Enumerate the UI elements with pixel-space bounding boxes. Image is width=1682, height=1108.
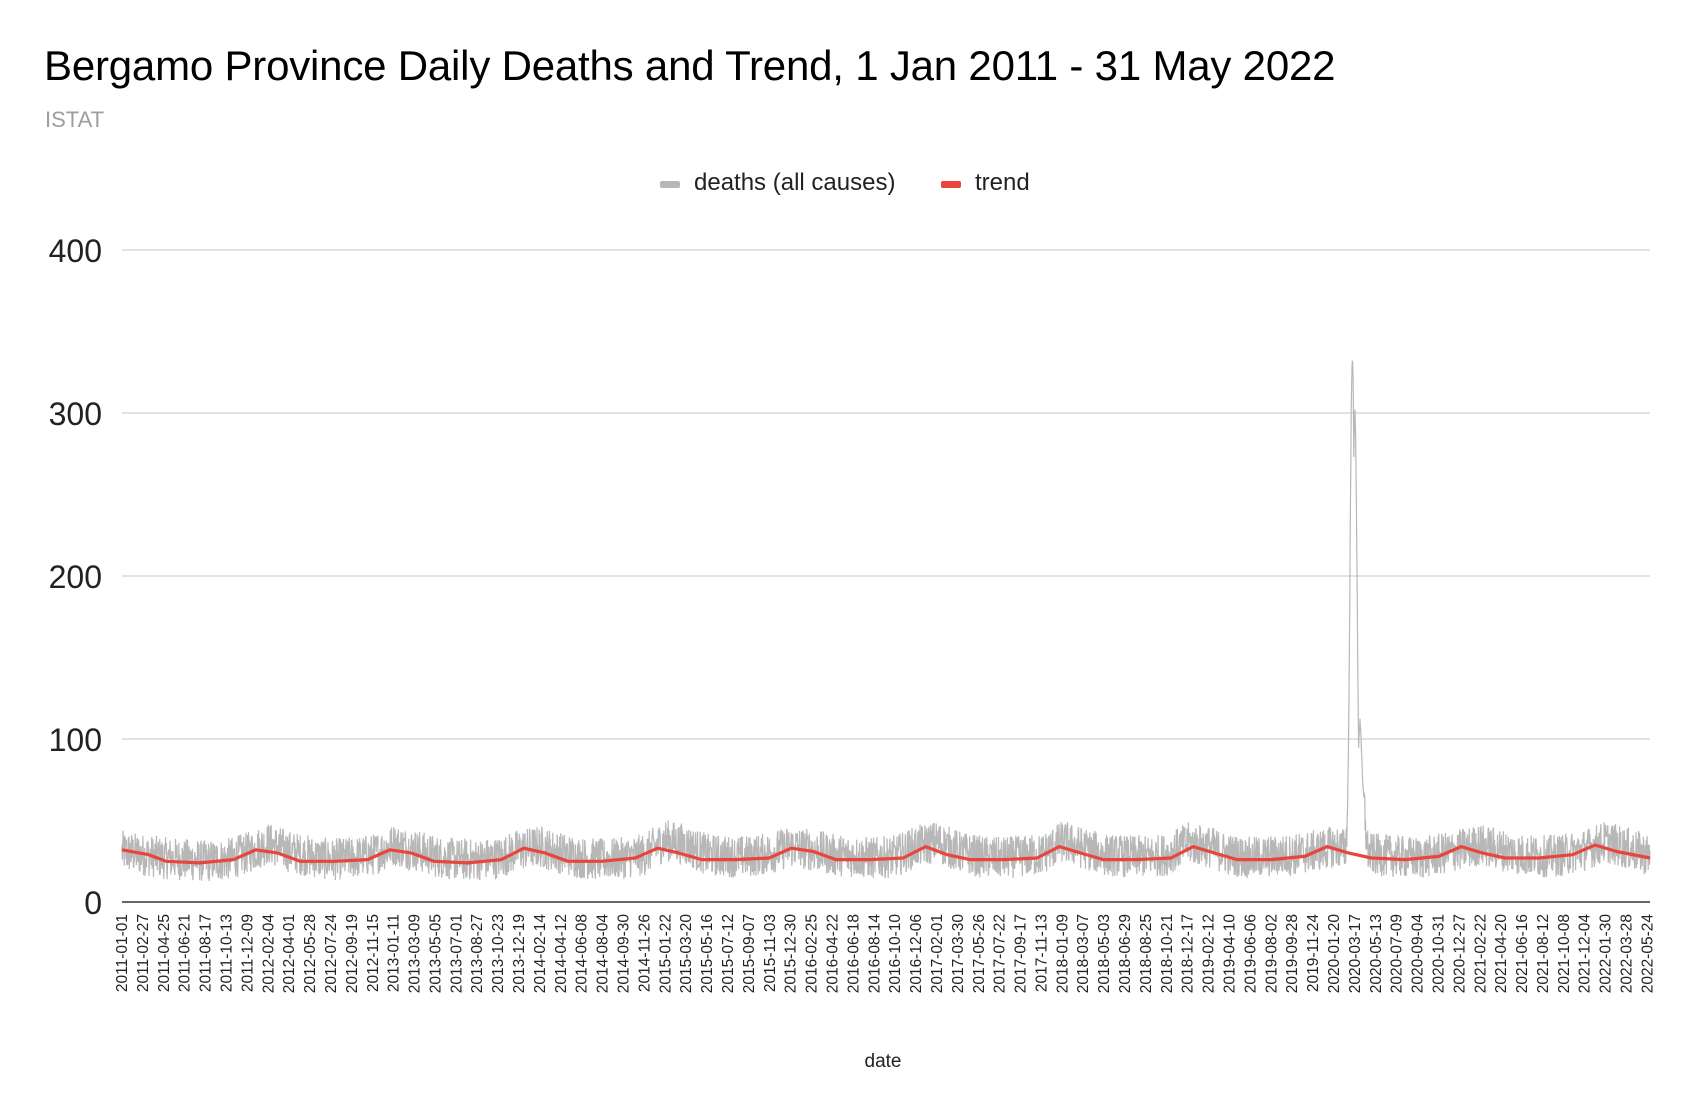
legend-label-deaths: deaths (all causes) — [694, 169, 895, 196]
x-tick-label: 2014-08-04 — [595, 914, 612, 994]
x-tick-label: 2020-10-31 — [1431, 914, 1448, 993]
x-tick-label: 2018-12-17 — [1180, 914, 1197, 993]
x-tick-label: 2021-08-12 — [1535, 914, 1552, 993]
legend-swatch-trend — [941, 181, 961, 188]
x-tick-label: 2019-02-12 — [1201, 914, 1218, 993]
x-tick-label: 2014-06-08 — [574, 914, 591, 993]
x-tick-label: 2013-01-11 — [386, 914, 403, 992]
x-tick-label: 2019-09-28 — [1284, 914, 1301, 993]
x-tick-label: 2016-02-25 — [804, 914, 821, 993]
x-tick-label: 2017-09-17 — [1013, 914, 1030, 993]
x-axis-title: date — [865, 1051, 902, 1072]
x-tick-label: 2015-03-20 — [678, 914, 695, 994]
x-tick-label: 2020-03-17 — [1347, 914, 1364, 993]
x-tick-label: 2020-09-04 — [1410, 914, 1427, 994]
x-tick-label: 2016-06-18 — [845, 914, 862, 993]
x-tick-label: 2017-03-30 — [950, 914, 967, 994]
x-tick-label: 2018-01-09 — [1054, 914, 1071, 993]
legend: deaths (all causes) trend — [660, 169, 1030, 196]
x-tick-label: 2011-04-25 — [156, 914, 173, 992]
x-tick-label: 2019-11-24 — [1305, 914, 1322, 993]
x-tick-label: 2011-06-21 — [177, 914, 194, 992]
x-tick-label: 2011-02-27 — [135, 914, 152, 992]
x-tick-label: 2020-12-27 — [1451, 914, 1468, 993]
x-tick-label: 2016-12-06 — [908, 914, 925, 993]
x-tick-label: 2022-03-28 — [1619, 914, 1636, 993]
x-tick-label: 2018-03-07 — [1075, 914, 1092, 993]
y-tick-label: 100 — [49, 722, 102, 758]
x-tick-label: 2013-05-05 — [427, 914, 444, 993]
y-tick-label: 200 — [49, 559, 102, 595]
legend-label-trend: trend — [975, 169, 1030, 196]
x-tick-label: 2018-10-21 — [1159, 914, 1176, 993]
x-tick-label: 2021-02-22 — [1472, 914, 1489, 993]
x-tick-label: 2022-01-30 — [1598, 914, 1615, 994]
x-tick-label: 2020-07-09 — [1389, 914, 1406, 993]
x-tick-label: 2013-07-01 — [448, 914, 465, 993]
x-tick-label: 2014-09-30 — [616, 914, 633, 994]
y-axis: 0 100 200 300 400 — [49, 233, 102, 921]
chart-title: Bergamo Province Daily Deaths and Trend,… — [44, 42, 1336, 89]
x-tick-label: 2020-05-13 — [1368, 914, 1385, 993]
gridlines — [122, 249, 1650, 740]
x-tick-label: 2016-08-14 — [866, 914, 883, 994]
x-tick-label: 2012-07-24 — [323, 914, 340, 994]
x-tick-label: 2011-10-13 — [219, 914, 236, 992]
x-tick-label: 2017-07-22 — [992, 914, 1009, 993]
y-tick-label: 300 — [49, 396, 102, 432]
x-tick-label: 2015-05-16 — [699, 914, 716, 993]
x-tick-label: 2013-10-23 — [490, 914, 507, 993]
x-tick-label: 2011-01-01 — [114, 914, 131, 992]
x-tick-label: 2022-05-24 — [1639, 914, 1656, 994]
series-trend-line — [121, 843, 1651, 865]
x-tick-label: 2018-06-29 — [1117, 914, 1134, 993]
x-tick-label: 2012-09-19 — [344, 914, 361, 993]
x-tick-label: 2013-03-09 — [407, 914, 424, 993]
x-tick-label: 2020-01-20 — [1326, 914, 1343, 994]
x-tick-label: 2017-02-01 — [929, 914, 946, 993]
legend-swatch-deaths — [660, 181, 680, 188]
x-tick-label: 2011-12-09 — [239, 914, 256, 992]
x-tick-label: 2015-11-03 — [762, 914, 779, 992]
x-tick-label: 2012-11-15 — [365, 914, 382, 992]
y-tick-label: 400 — [49, 233, 102, 269]
x-tick-label: 2021-12-04 — [1577, 914, 1594, 994]
x-tick-label: 2012-04-01 — [281, 914, 298, 993]
x-tick-label: 2013-08-27 — [469, 914, 486, 993]
x-tick-label: 2017-11-13 — [1033, 914, 1050, 992]
x-tick-label: 2021-06-16 — [1514, 914, 1531, 993]
x-tick-label: 2019-06-06 — [1242, 914, 1259, 993]
x-tick-label: 2011-08-17 — [198, 914, 215, 992]
x-tick-label: 2019-04-10 — [1222, 914, 1239, 994]
x-tick-label: 2014-02-14 — [532, 914, 549, 994]
x-tick-label: 2014-11-26 — [636, 914, 653, 992]
x-tick-label: 2015-07-12 — [720, 914, 737, 993]
chart-subtitle: ISTAT — [45, 107, 105, 132]
x-tick-label: 2018-08-25 — [1138, 914, 1155, 993]
x-tick-label: 2019-08-02 — [1263, 914, 1280, 993]
x-tick-label: 2012-05-28 — [302, 914, 319, 993]
x-tick-label: 2016-10-10 — [887, 914, 904, 994]
plot-area — [121, 360, 1651, 903]
x-tick-label: 2012-02-04 — [260, 914, 277, 994]
x-tick-label: 2014-04-12 — [553, 914, 570, 993]
x-tick-label: 2015-01-22 — [657, 914, 674, 993]
x-tick-label: 2013-12-19 — [511, 914, 528, 993]
x-tick-label: 2015-12-30 — [783, 914, 800, 994]
x-tick-label: 2021-10-08 — [1556, 914, 1573, 993]
x-tick-label: 2017-05-26 — [971, 914, 988, 993]
y-tick-label: 0 — [84, 885, 102, 921]
x-tick-label: 2016-04-22 — [825, 914, 842, 993]
x-axis: 2011-01-01 2011-02-27 2011-04-25 2011-06-21… — [114, 914, 1656, 994]
x-tick-label: 2018-05-03 — [1096, 914, 1113, 993]
x-tick-label: 2015-09-07 — [741, 914, 758, 993]
series-deaths-line — [121, 360, 1651, 882]
x-tick-label: 2021-04-20 — [1493, 914, 1510, 994]
